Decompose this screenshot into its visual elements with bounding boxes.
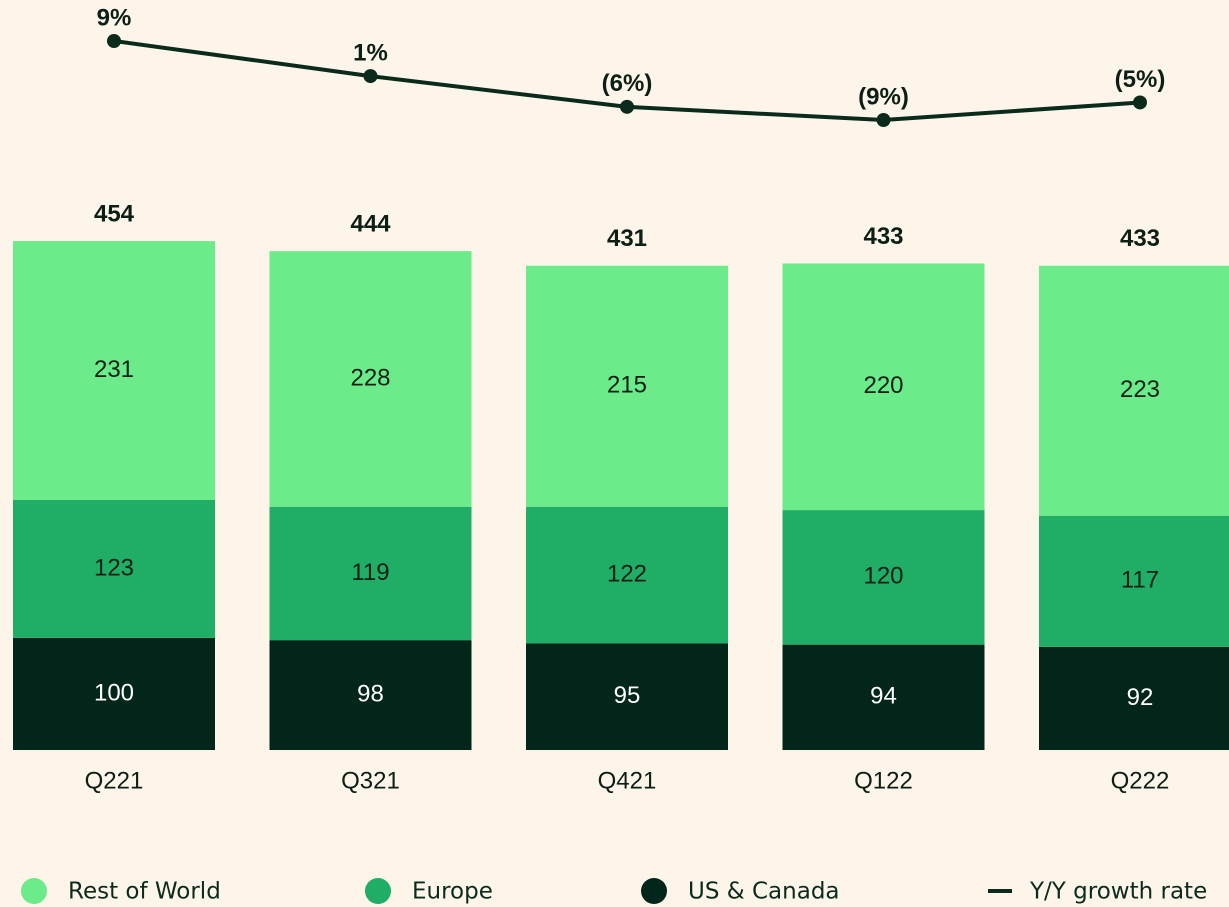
growth-point	[363, 69, 378, 84]
segment-label: 231	[94, 356, 134, 383]
bar-segment	[13, 637, 215, 750]
segment-label: 228	[350, 364, 390, 391]
bar-segment	[1039, 646, 1229, 750]
x-tick-label: Q421	[598, 767, 657, 794]
x-tick-label: Q122	[854, 767, 913, 794]
bar-segment	[1039, 265, 1229, 516]
segment-label: 223	[1120, 376, 1160, 403]
growth-label: (9%)	[858, 83, 909, 110]
segment-label: 119	[351, 559, 389, 586]
growth-label: 1%	[353, 39, 388, 66]
growth-label: 9%	[97, 4, 132, 31]
bar-segment	[269, 251, 472, 507]
growth-point	[620, 99, 634, 114]
growth-point	[1133, 95, 1147, 110]
segment-label: 92	[1127, 684, 1154, 711]
bar-segment	[13, 241, 215, 501]
legend-label: Rest of World	[68, 879, 221, 905]
growth-point	[876, 113, 891, 128]
bar-segment	[782, 510, 985, 645]
bar-segment	[782, 263, 985, 511]
total-label: 433	[863, 223, 903, 250]
segment-label: 117	[1121, 567, 1159, 594]
total-label: 444	[350, 210, 391, 237]
segment-label: 98	[357, 680, 384, 707]
x-tick-label: Q321	[341, 767, 400, 794]
segment-label: 123	[94, 554, 134, 581]
bar-segment	[526, 643, 728, 750]
segment-label: 95	[614, 682, 641, 709]
legend-swatch	[365, 878, 391, 904]
growth-label: (5%)	[1115, 66, 1166, 93]
total-label: 454	[94, 200, 135, 227]
legend-label: Y/Y growth rate	[1029, 879, 1207, 905]
segment-label: 100	[94, 679, 134, 706]
legend-label: Europe	[412, 879, 493, 905]
bar-segment	[526, 506, 728, 644]
segment-label: 220	[863, 372, 903, 399]
segment-label: 94	[870, 683, 897, 710]
legend-label: US & Canada	[688, 879, 840, 905]
segment-label: 215	[607, 372, 647, 399]
bar-segment	[782, 644, 985, 750]
legend-swatch	[641, 878, 667, 904]
total-label: 431	[607, 225, 647, 252]
bar-segment	[526, 265, 728, 507]
bar-segment	[269, 640, 472, 750]
x-tick-label: Q221	[85, 767, 144, 794]
total-label: 433	[1120, 225, 1160, 252]
bar-segment	[269, 506, 472, 641]
segment-label: 122	[607, 560, 647, 587]
segment-label: 120	[863, 563, 903, 590]
bar-segment	[1039, 515, 1229, 647]
legend-swatch	[21, 878, 47, 904]
bar-segment	[13, 500, 215, 638]
x-tick-label: Q222	[1111, 767, 1170, 794]
growth-point	[107, 33, 121, 48]
growth-label: (6%)	[602, 70, 653, 97]
